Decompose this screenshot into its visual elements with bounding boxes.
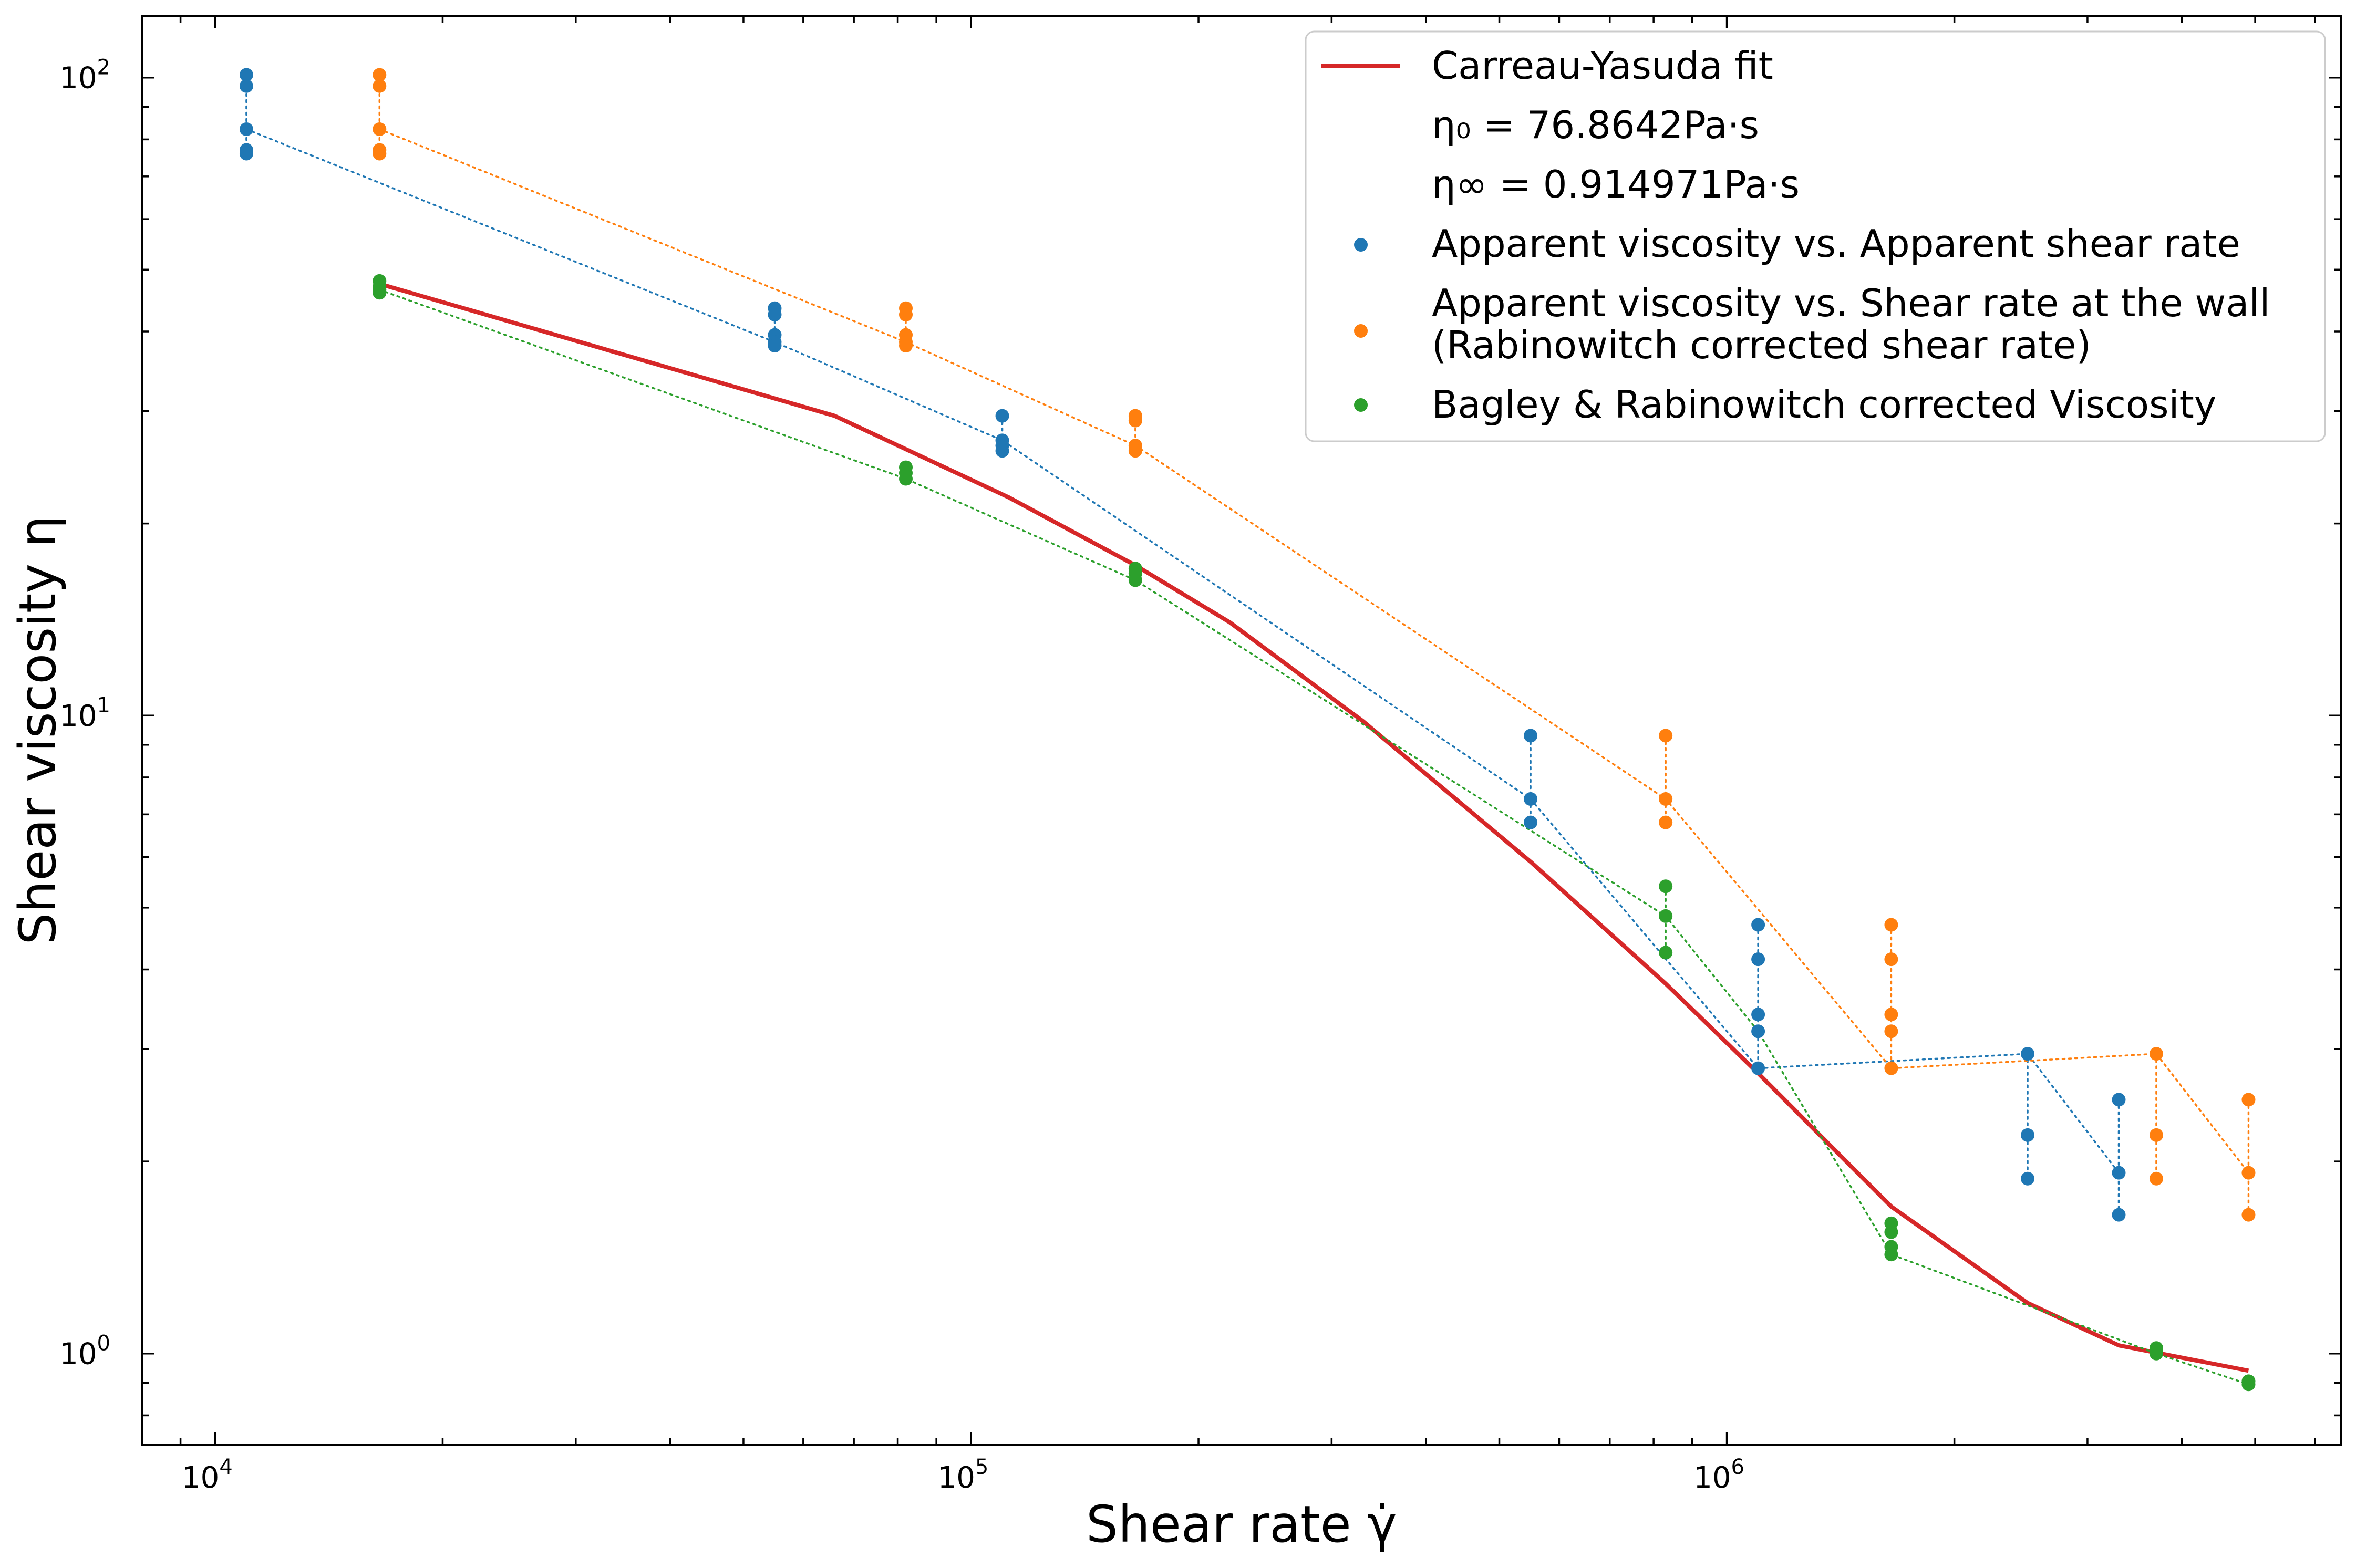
series-2-point — [1659, 879, 1673, 894]
series-2-point — [1128, 573, 1142, 587]
series-0-point — [239, 122, 253, 136]
x-tick-label: 105 — [938, 1455, 989, 1495]
series-1-point — [1659, 815, 1673, 829]
series-2-point — [2241, 1377, 2256, 1392]
legend-eta-inf-label: η∞ = 0.914971Pa·s — [1432, 162, 1800, 206]
series-1-point — [2149, 1128, 2163, 1142]
plot-frame — [141, 15, 2342, 1446]
series-0-point — [2021, 1128, 2035, 1142]
series-0-point — [2112, 1093, 2126, 1107]
legend-apparent-marker — [1354, 238, 1368, 252]
series-0-point — [1524, 729, 1538, 743]
series-2-point — [899, 472, 913, 486]
series-0-point — [2021, 1171, 2035, 1186]
series-0-point — [1751, 1061, 1765, 1075]
y-axis-ticks: 100 101 102 — [59, 56, 2341, 1417]
series-1-point — [373, 68, 387, 82]
legend-wall-label: Apparent viscosity vs. Shear rate at the… — [1432, 281, 2270, 325]
series-0-point — [239, 68, 253, 82]
legend-wall-marker — [1354, 324, 1368, 338]
series-1-point — [373, 79, 387, 93]
series-1-point — [899, 339, 913, 353]
series-1-point — [2241, 1093, 2256, 1107]
series-0-point — [995, 444, 1009, 458]
legend-wall-label-2: (Rabinowitch corrected shear rate) — [1432, 323, 2091, 367]
series-0-point — [995, 409, 1009, 423]
series-0-point — [768, 339, 782, 353]
legend-fit-label: Carreau-Yasuda fit — [1432, 44, 1773, 88]
series-1-point — [1128, 444, 1142, 458]
series-0-point — [2112, 1166, 2126, 1180]
series-1-point — [2241, 1166, 2256, 1180]
series-1-point — [1884, 1024, 1898, 1039]
series-1-point — [1884, 918, 1898, 932]
series-2-point — [373, 286, 387, 300]
series-1-point — [899, 308, 913, 322]
series-2-point — [1659, 946, 1673, 960]
y-tick-label: 100 — [59, 1332, 110, 1372]
x-axis-ticks: 104 105 106 — [141, 16, 2316, 1495]
x-tick-label: 106 — [1693, 1455, 1744, 1495]
y-axis-title: Shear viscosity η — [8, 515, 67, 944]
y-tick-label: 102 — [59, 56, 110, 96]
legend-box — [1305, 30, 2326, 442]
series-0-point — [1751, 1008, 1765, 1022]
y-tick-label: 101 — [59, 693, 110, 733]
legend-bagley-marker — [1354, 398, 1368, 412]
series-2-point — [1884, 1225, 1898, 1239]
series-0-point — [768, 308, 782, 322]
legend-bagley-label: Bagley & Rabinowitch corrected Viscosity — [1432, 382, 2216, 427]
legend-apparent-label: Apparent viscosity vs. Apparent shear ra… — [1432, 222, 2240, 266]
series-2-trend-line — [378, 288, 2250, 1385]
series-0-point — [2021, 1047, 2035, 1061]
series-1-point — [373, 122, 387, 136]
series-2-point — [2149, 1346, 2163, 1361]
x-tick-label: 104 — [182, 1455, 233, 1495]
series-1-point — [1884, 1008, 1898, 1022]
fit-curve-line — [379, 282, 2249, 1373]
series-0-point — [239, 79, 253, 93]
series-0-point — [2112, 1208, 2126, 1222]
series-0-point — [239, 147, 253, 161]
series-1-point — [2241, 1208, 2256, 1222]
series-points-layer — [239, 68, 2256, 1392]
series-0-point — [1751, 918, 1765, 932]
series-1-point — [2149, 1047, 2163, 1061]
series-0-point — [1524, 792, 1538, 806]
series-2-point — [1884, 1248, 1898, 1262]
series-1-point — [1884, 952, 1898, 967]
series-1-point — [1659, 729, 1673, 743]
series-1-point — [373, 147, 387, 161]
legend: Carreau-Yasuda fit η₀ = 76.8642Pa·s η∞ =… — [1305, 30, 2326, 442]
series-0-point — [1524, 815, 1538, 829]
series-1-point — [1128, 413, 1142, 428]
fit-curve-layer — [379, 282, 2249, 1373]
series-2-point — [1659, 909, 1673, 923]
x-axis-title: Shear rate γ̇ — [1086, 1495, 1397, 1554]
series-1-point — [2149, 1171, 2163, 1186]
series-1-point — [1884, 1061, 1898, 1075]
series-1-point — [1659, 792, 1673, 806]
legend-eta0-label: η₀ = 76.8642Pa·s — [1432, 103, 1759, 147]
series-0-point — [1751, 1024, 1765, 1039]
series-0-point — [1751, 952, 1765, 967]
